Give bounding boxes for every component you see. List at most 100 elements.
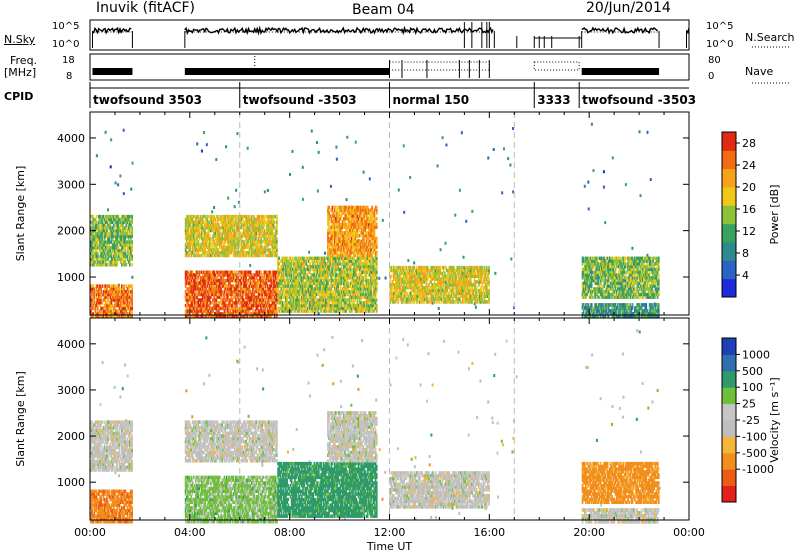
- power-cell: [251, 298, 253, 302]
- power-cell: [191, 295, 194, 299]
- power-cell: [208, 295, 211, 299]
- power-cell: [108, 243, 110, 247]
- power-cell: [122, 306, 124, 311]
- power-cell: [221, 301, 223, 305]
- power-cell: [107, 292, 109, 297]
- power-cell: [117, 217, 120, 222]
- power-cell: [116, 223, 119, 227]
- power-cell: [224, 270, 227, 274]
- power-cell: [106, 292, 108, 297]
- power-cell: [186, 278, 188, 283]
- power-cell: [102, 298, 105, 302]
- power-cell: [228, 312, 230, 316]
- power-cell: [116, 303, 119, 308]
- power-cell: [192, 315, 195, 319]
- power-cell: [129, 220, 131, 224]
- power-cell: [102, 309, 105, 313]
- power-cell: [93, 257, 96, 261]
- power-cell: [111, 214, 114, 219]
- power-cell: [91, 263, 93, 267]
- power-cell: [130, 298, 132, 302]
- nsearch-tick-high: 10^5: [706, 21, 734, 32]
- power-cell: [271, 309, 274, 313]
- power-cell: [106, 306, 108, 311]
- power-cell: [129, 243, 131, 247]
- power-cell: [492, 148, 495, 152]
- power-cell: [244, 276, 246, 280]
- power-cell: [230, 278, 233, 283]
- power-cell: [207, 287, 210, 291]
- power-cell: [110, 240, 113, 244]
- power-cell: [272, 292, 275, 297]
- power-cell: [331, 239, 334, 244]
- power-cell: [271, 290, 274, 294]
- power-cell: [186, 214, 188, 219]
- power-cell: [249, 263, 252, 267]
- power-cell: [271, 270, 274, 274]
- power-cell: [236, 290, 238, 294]
- power-cell: [276, 301, 278, 305]
- power-cell: [264, 306, 267, 311]
- power-cell: [124, 254, 127, 258]
- power-cell: [246, 298, 249, 302]
- power-cell: [262, 306, 265, 311]
- power-cell: [126, 229, 129, 233]
- power-cell: [186, 306, 188, 311]
- power-cell: [102, 312, 105, 316]
- power-cell: [131, 309, 133, 313]
- nsky-trace-2: [581, 26, 658, 35]
- power-cell: [98, 292, 100, 297]
- power-cell: [221, 306, 223, 311]
- power-cell: [261, 290, 263, 294]
- power-cell: [131, 257, 133, 261]
- power-cell: [109, 295, 112, 299]
- power-cell: [101, 263, 104, 267]
- power-cell: [246, 295, 249, 299]
- power-cell: [247, 273, 250, 277]
- power-cell: [130, 226, 132, 230]
- power-cell: [270, 278, 272, 283]
- power-cell: [215, 306, 218, 311]
- power-cell: [271, 292, 274, 297]
- power-cell: [106, 251, 108, 256]
- power-cell: [104, 306, 107, 311]
- power-cell: [201, 309, 204, 313]
- power-cell: [99, 243, 101, 247]
- power-cell: [90, 248, 92, 253]
- power-cell: [94, 290, 97, 294]
- power-cell: [239, 284, 242, 288]
- power-cell: [227, 315, 229, 319]
- power-cell: [212, 309, 214, 313]
- power-cell: [99, 240, 101, 244]
- power-cell: [229, 301, 231, 305]
- power-cell: [200, 270, 203, 274]
- power-cell: [243, 278, 245, 283]
- power-cell: [266, 295, 269, 299]
- power-cell: [117, 292, 120, 297]
- power-cell: [90, 298, 92, 302]
- power-cell: [240, 273, 243, 277]
- power-cell: [270, 309, 272, 313]
- power-cell: [106, 240, 108, 244]
- power-cell: [255, 303, 258, 308]
- power-cell: [255, 276, 258, 280]
- power-cell: [122, 248, 124, 253]
- power-cell: [99, 315, 101, 319]
- power-cell: [269, 312, 271, 316]
- power-cell: [125, 284, 128, 288]
- power-cell: [198, 298, 201, 302]
- power-cell: [100, 240, 102, 244]
- power-cell: [317, 311, 320, 315]
- power-cell: [124, 251, 127, 256]
- power-cell: [119, 229, 122, 233]
- power-cell: [235, 281, 237, 285]
- power-cell: [265, 273, 268, 277]
- power-cell: [201, 301, 204, 305]
- power-cell: [122, 312, 124, 316]
- power-cell: [239, 290, 242, 294]
- power-cell: [264, 281, 267, 285]
- power-cell: [248, 273, 251, 277]
- power-cell: [192, 290, 195, 294]
- power-cell: [126, 243, 129, 247]
- power-cell: [184, 292, 187, 297]
